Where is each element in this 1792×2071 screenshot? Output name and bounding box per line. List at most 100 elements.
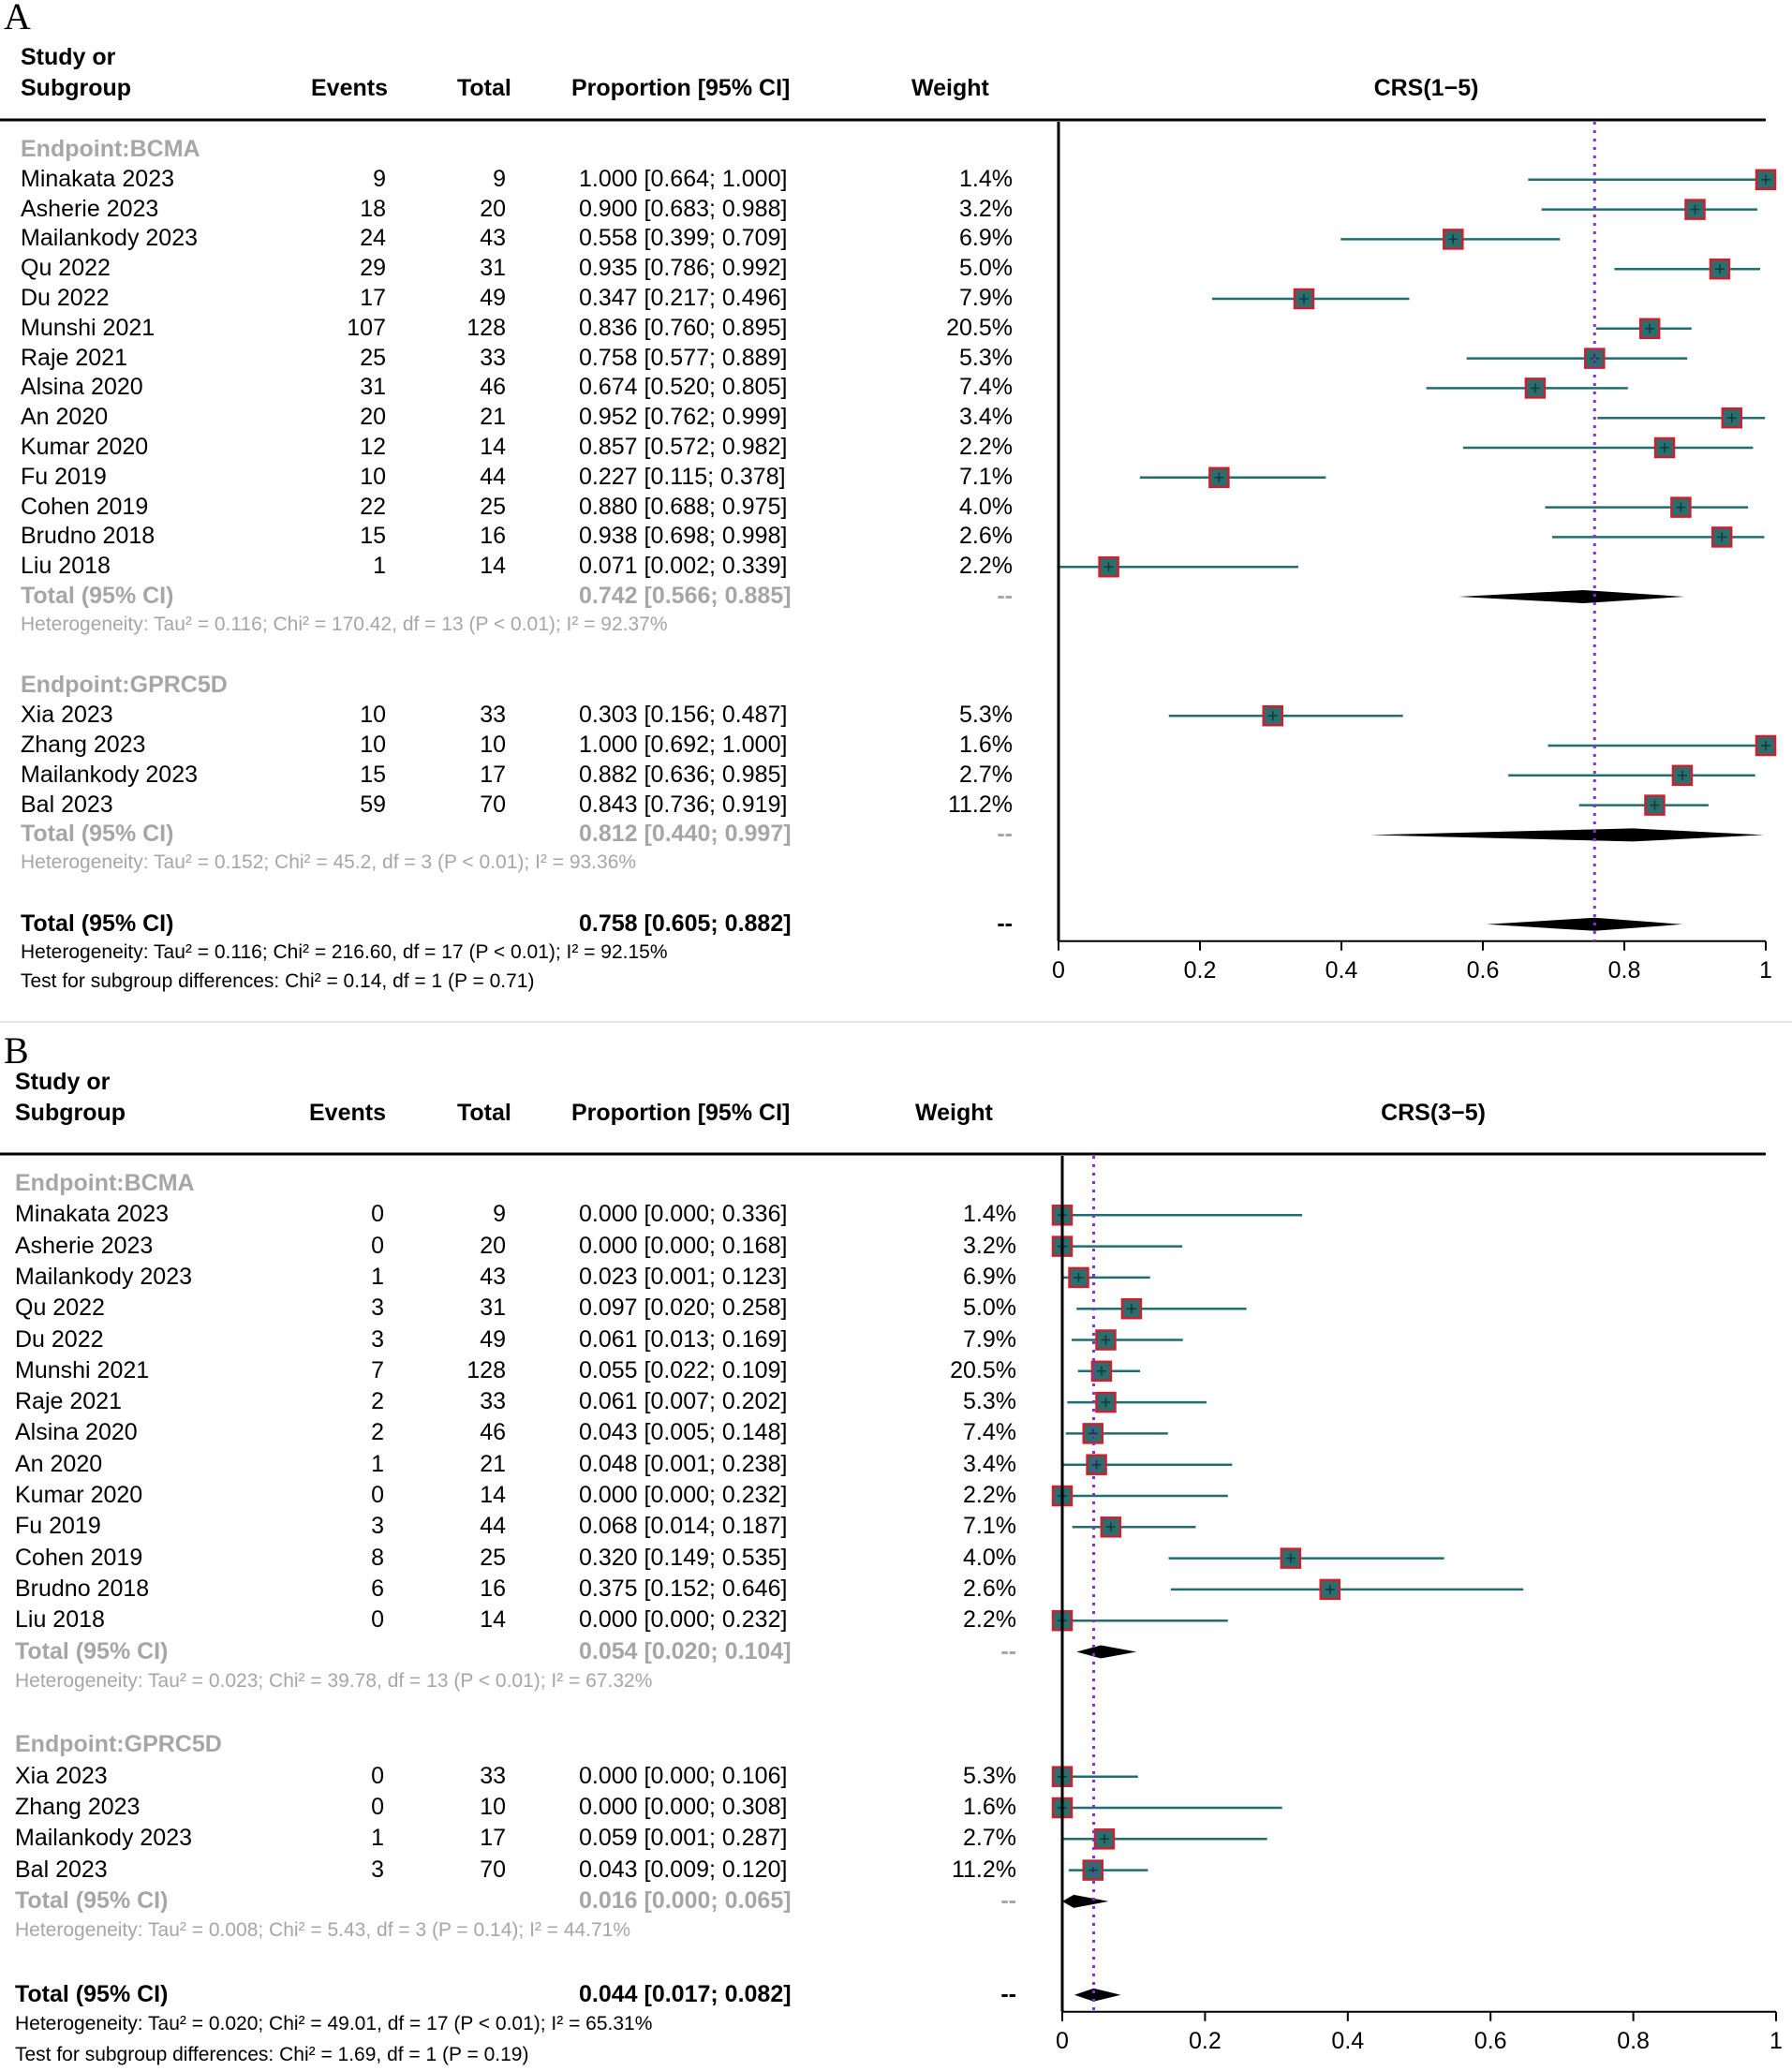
overall-total-weight: -- [997, 910, 1013, 937]
overall-summary-diamond [1074, 1988, 1121, 2002]
study-weight: 2.2% [959, 434, 1013, 460]
study-weight: 1.6% [959, 732, 1013, 758]
x-axis-tick-label: 0.4 [1331, 2027, 1365, 2054]
header-total: Total [457, 75, 511, 101]
point-estimate-marker [1267, 711, 1278, 721]
study-name: Munshi 2021 [15, 1356, 150, 1383]
overall-total-label: Total (95% CI) [15, 1980, 169, 2007]
subgroup-title: Endpoint:BCMA [15, 1170, 195, 1196]
study-total: 31 [480, 1294, 506, 1322]
header-study-line2: Subgroup [15, 1100, 126, 1126]
study-ci: 0.000 [0.000; 0.232] [579, 1482, 788, 1508]
header-proportion: Proportion [95% CI] [571, 75, 791, 101]
subgroup-total-label: Total (95% CI) [15, 1886, 169, 1914]
study-ci: 0.558 [0.399; 0.709] [579, 225, 788, 252]
point-estimate-marker [1677, 770, 1687, 780]
point-estimate-marker [1099, 1834, 1109, 1844]
study-ci: 0.227 [0.115; 0.378] [579, 463, 786, 490]
study-events: 0 [371, 1794, 384, 1820]
subgroup-total-ci: 0.054 [0.020; 0.104] [579, 1637, 792, 1664]
study-name: Cohen 2019 [15, 1544, 143, 1571]
study-total: 43 [480, 1263, 506, 1290]
study-name: Alsina 2020 [15, 1419, 138, 1446]
study-events: 3 [371, 1294, 384, 1322]
study-total: 17 [480, 1825, 506, 1852]
study-total: 33 [480, 344, 506, 371]
overall-summary-diamond [1486, 917, 1682, 931]
study-events: 107 [347, 314, 386, 341]
study-weight: 20.5% [950, 1356, 1016, 1383]
study-ci: 0.043 [0.009; 0.120] [579, 1856, 788, 1883]
study-name: Raje 2021 [15, 1388, 122, 1415]
point-estimate-marker [1325, 1584, 1335, 1594]
study-name: An 2020 [21, 404, 109, 431]
study-weight: 3.4% [963, 1450, 1016, 1477]
study-weight: 4.0% [959, 493, 1013, 520]
forest-plot-canvas [0, 118, 1777, 951]
study-ci: 0.320 [0.149; 0.535] [579, 1544, 788, 1571]
point-estimate-marker [1690, 204, 1700, 214]
study-total: 128 [467, 1356, 506, 1383]
x-axis-tick-label: 0.4 [1325, 956, 1358, 984]
study-events: 12 [360, 434, 386, 460]
study-weight: 7.4% [963, 1419, 1016, 1446]
point-estimate-marker [1103, 562, 1114, 572]
point-estimate-marker [1761, 174, 1770, 185]
study-events: 3 [371, 1513, 384, 1540]
subgroup-title: Endpoint:BCMA [21, 136, 200, 162]
study-name: Zhang 2023 [21, 732, 146, 758]
point-estimate-marker [1126, 1304, 1136, 1314]
subgroup-total-weight: -- [997, 821, 1013, 848]
study-events: 2 [371, 1388, 384, 1415]
study-ci: 0.347 [0.217; 0.496] [579, 285, 788, 311]
study-events: 3 [371, 1325, 384, 1353]
study-weight: 2.7% [963, 1825, 1016, 1852]
study-ci: 0.758 [0.577; 0.889] [579, 344, 788, 371]
study-ci: 0.043 [0.005; 0.148] [579, 1419, 788, 1446]
point-estimate-marker [1650, 800, 1660, 810]
header-weight: Weight [915, 1100, 993, 1126]
study-name: Bal 2023 [15, 1856, 108, 1883]
subgroup-total-label: Total (95% CI) [15, 1637, 169, 1664]
study-weight: 5.0% [963, 1294, 1016, 1322]
study-total: 49 [480, 285, 506, 311]
study-total: 16 [480, 1575, 506, 1602]
study-total: 70 [480, 1856, 506, 1883]
study-total: 44 [480, 463, 506, 490]
overall-total-ci: 0.758 [0.605; 0.882] [579, 910, 792, 937]
study-total: 14 [480, 1482, 506, 1508]
study-events: 29 [360, 255, 386, 282]
study-ci: 0.000 [0.000; 0.168] [579, 1232, 788, 1259]
study-name: Du 2022 [15, 1325, 104, 1353]
point-estimate-marker [1717, 532, 1727, 542]
subgroup-total-weight: -- [1000, 1637, 1016, 1664]
study-ci: 0.068 [0.014; 0.187] [579, 1513, 788, 1540]
study-total: 25 [480, 493, 506, 520]
study-total: 9 [493, 1201, 506, 1228]
study-events: 7 [371, 1356, 384, 1383]
point-estimate-marker [1761, 741, 1770, 750]
study-ci: 1.000 [0.664; 1.000] [579, 165, 788, 192]
study-name: Liu 2018 [15, 1606, 105, 1634]
point-estimate-marker [1676, 502, 1686, 512]
study-ci: 1.000 [0.692; 1.000] [579, 732, 788, 758]
study-events: 15 [360, 523, 386, 550]
study-events: 15 [360, 761, 386, 788]
study-ci: 0.000 [0.000; 0.308] [579, 1794, 788, 1820]
study-ci: 0.857 [0.572; 0.982] [579, 434, 788, 460]
study-weight: 5.3% [959, 344, 1013, 371]
study-weight: 5.3% [963, 1388, 1016, 1415]
study-name: Mailankody 2023 [15, 1263, 193, 1290]
overall-heterogeneity: Heterogeneity: Tau² = 0.116; Chi² = 216.… [21, 940, 668, 963]
study-weight: 5.3% [963, 1762, 1016, 1789]
study-name: Munshi 2021 [21, 314, 156, 341]
study-weight: 11.2% [947, 791, 1013, 818]
study-name: Minakata 2023 [21, 165, 175, 192]
point-estimate-marker [1298, 294, 1309, 303]
study-ci: 0.061 [0.007; 0.202] [579, 1388, 788, 1415]
study-events: 10 [360, 702, 386, 729]
study-events: 0 [371, 1762, 384, 1789]
header-events: Events [311, 75, 388, 101]
study-total: 25 [480, 1544, 506, 1571]
study-name: Alsina 2020 [21, 374, 143, 401]
